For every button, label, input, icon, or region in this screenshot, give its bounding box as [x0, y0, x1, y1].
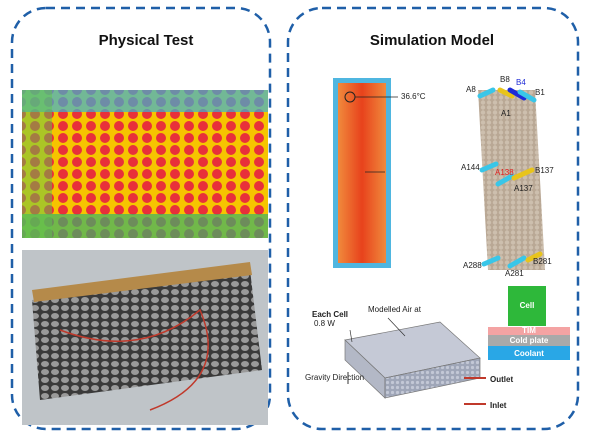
layer-tim: [488, 327, 570, 335]
cell-label: A1: [501, 109, 511, 118]
layer-label: Cold plate: [510, 336, 549, 345]
cell-label: A144: [461, 163, 480, 172]
simulation-heatmap: [320, 72, 408, 272]
panel-title: Simulation Model: [370, 32, 494, 49]
model-label: Inlet: [490, 401, 507, 410]
pack-model: [344, 317, 486, 405]
layer-label: Coolant: [514, 349, 544, 358]
cell-label: B4: [516, 78, 526, 87]
model-label: 0.8 W: [314, 319, 335, 328]
thermal-image: [22, 90, 268, 238]
layer-label: Cell: [520, 301, 535, 310]
layer-coolant: [488, 346, 570, 360]
panel-border: [286, 6, 580, 431]
cell-pack: [478, 90, 545, 270]
cell-label: B1: [535, 88, 545, 97]
temperature-label: 36.6°C: [401, 92, 426, 101]
cell-label: A281: [505, 269, 524, 278]
cell-label: A138: [495, 168, 514, 177]
cell-label: A288: [463, 261, 482, 270]
cell-markers: [477, 87, 543, 269]
model-label: Outlet: [490, 375, 513, 384]
layer-label: TIM: [522, 326, 536, 335]
battery-photo: [22, 250, 268, 425]
cell-label: B8: [500, 75, 510, 84]
model-label: Gravity Direction: [305, 373, 364, 382]
model-label: Modelled Air at: [368, 305, 422, 314]
cell-label: A8: [466, 85, 476, 94]
panel-border: [10, 6, 272, 431]
cell-label: B281: [533, 257, 552, 266]
model-label: Each Cell: [312, 310, 348, 319]
layer-cell: [508, 286, 546, 326]
cell-label: A137: [514, 184, 533, 193]
layer-cold-plate: [488, 335, 570, 346]
cell-label: B137: [535, 166, 554, 175]
panel-title: Physical Test: [99, 32, 194, 49]
